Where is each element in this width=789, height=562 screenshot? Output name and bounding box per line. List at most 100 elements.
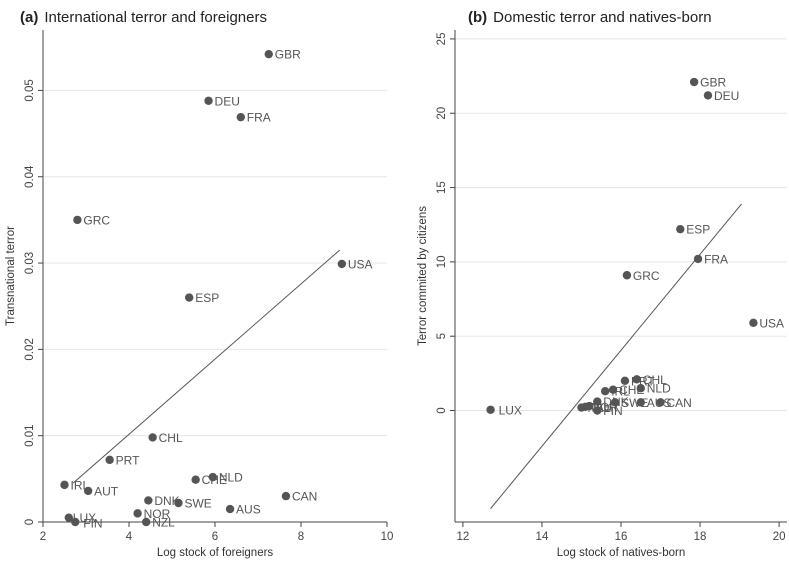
data-point-aus [636, 398, 645, 407]
point-label-esp: ESP [686, 223, 710, 237]
y-tick-label: 20 [436, 107, 448, 120]
point-label-nld: NLD [647, 382, 671, 396]
data-point-prt [620, 376, 630, 385]
data-point-fra [693, 254, 703, 264]
chart-title-tag: (b) [468, 9, 487, 26]
y-tick-label: 25 [436, 33, 448, 46]
point-label-fin: FIN [603, 404, 622, 418]
data-point-esp [185, 293, 194, 302]
chart-title-tag: (a) [20, 9, 38, 26]
y-tick-label: 0 [436, 407, 448, 413]
data-point-irl [60, 480, 69, 490]
fit-line [72, 249, 341, 484]
x-tick-label: 6 [212, 531, 218, 543]
data-point-chl [148, 433, 157, 442]
y-axis-label: Transnational terror [5, 226, 17, 326]
point-label-can: CAN [292, 490, 317, 504]
x-tick-label: 10 [381, 531, 394, 543]
data-point-nor [133, 509, 142, 518]
data-point-dnk [593, 397, 602, 406]
data-point-nld [636, 384, 645, 393]
chart-title: (b) Domestic terror and natives-born [468, 9, 712, 26]
x-tick-label: 4 [126, 531, 133, 543]
point-label-aus: AUS [236, 503, 261, 517]
data-point-deu [703, 91, 713, 100]
point-label-aut: AUT [94, 484, 119, 498]
point-label-lux: LUX [499, 403, 522, 417]
y-tick-label: 15 [436, 181, 448, 194]
y-axis-label: Terror commited by citizens [417, 206, 429, 346]
data-point-dnk [144, 496, 153, 505]
y-tick-label: 10 [436, 255, 448, 268]
point-label-nzl: NZL [152, 516, 175, 530]
point-label-swe: SWE [184, 497, 211, 511]
data-point-gbr [689, 77, 699, 87]
panel-a: (a) International terror and foreigners 0 0… [5, 9, 393, 559]
data-point-can [656, 398, 665, 407]
point-label-nor: NOR [144, 507, 171, 521]
point-label-grc: GRC [633, 269, 660, 283]
point-label-irl: IRL [611, 385, 630, 399]
data-point-gbr [264, 49, 273, 59]
point-label-chl: CHL [643, 373, 667, 387]
point-label-nld: NLD [219, 471, 243, 485]
x-tick-label: 18 [694, 531, 707, 543]
point-label-fra: FRA [247, 111, 271, 125]
y-tick-label: 0.03 [24, 252, 36, 274]
point-label-fra: FRA [704, 252, 728, 266]
point-label-fin: FIN [83, 517, 102, 531]
data-point-nzl [577, 403, 586, 412]
chart-title: (a) International terror and foreigners [20, 9, 267, 26]
chart-title-text: Domestic terror and natives-born [493, 9, 711, 26]
y-tick-label: 0 [24, 519, 36, 525]
data-point-fin [71, 517, 80, 527]
point-label-grc: GRC [83, 213, 110, 227]
data-point-fin [593, 406, 602, 415]
data-point-swe [174, 498, 183, 508]
data-point-deu [204, 96, 213, 105]
data-point-nld [208, 472, 218, 482]
data-point-che [608, 385, 618, 394]
data-point-prt [105, 455, 114, 465]
x-tick-label: 12 [457, 531, 470, 543]
data-point-grc [73, 215, 82, 225]
panel-b: (b) Domestic terror and natives-born 0 5 10 1… [417, 9, 787, 559]
y-tick-label: 0.02 [24, 338, 36, 360]
y-tick-label: 5 [436, 333, 448, 339]
y-tick-label: 0.05 [24, 79, 36, 101]
point-label-gbr: GBR [700, 76, 726, 90]
point-label-deu: DEU [714, 89, 739, 103]
y-tick-label: 0.01 [24, 424, 36, 446]
point-label-prt: PRT [116, 453, 140, 467]
data-point-can [281, 491, 291, 501]
fit-line [490, 203, 742, 509]
point-label-deu: DEU [215, 94, 240, 108]
point-label-dnk: DNK [154, 494, 179, 508]
data-point-irl [600, 386, 610, 396]
data-point-esp [676, 224, 685, 234]
x-tick-label: 20 [773, 531, 786, 543]
data-point-usa [749, 318, 758, 328]
y-tick-label: 0.04 [24, 165, 36, 188]
point-label-aut: AUT [595, 400, 620, 414]
data-point-lux [64, 513, 74, 522]
x-tick-label: 2 [40, 531, 46, 543]
point-label-can: CAN [667, 396, 692, 410]
point-label-usa: USA [348, 257, 373, 271]
data-point-fra [236, 112, 245, 122]
data-point-usa [337, 259, 347, 269]
x-axis-label: Log stock of natives-born [557, 547, 686, 559]
data-point-swe [610, 398, 620, 407]
chart-title-text: International terror and foreigners [44, 9, 267, 26]
x-tick-label: 8 [298, 531, 304, 543]
data-point-chl [632, 375, 642, 384]
data-point-lux [486, 405, 495, 414]
data-point-che [191, 475, 200, 484]
x-tick-label: 14 [536, 531, 549, 543]
point-label-usa: USA [759, 316, 784, 330]
data-point-grc [622, 271, 632, 280]
point-label-chl: CHL [159, 431, 183, 445]
point-label-gbr: GBR [275, 48, 301, 62]
x-axis-label: Log stock of foreigners [157, 547, 274, 559]
